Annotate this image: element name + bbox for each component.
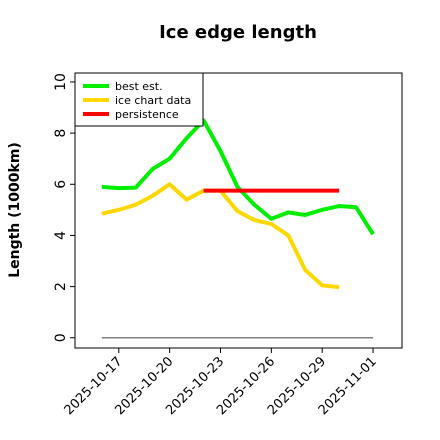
y-tick-label: 8 — [53, 129, 69, 138]
y-axis-label: Length (1000km) — [7, 142, 23, 278]
legend-label: best est. — [115, 80, 163, 93]
y-tick-label: 2 — [53, 282, 69, 291]
y-tick-label: 4 — [53, 231, 69, 240]
legend-label: ice chart data — [115, 94, 191, 107]
series-line — [101, 118, 375, 236]
legend-label: persistence — [115, 108, 179, 121]
series-line — [101, 182, 340, 290]
y-tick-label: 0 — [53, 333, 69, 342]
chart-title: Ice edge length — [159, 22, 317, 43]
plot-frame — [74, 72, 403, 349]
y-tick-label: 6 — [53, 180, 69, 189]
y-tick-label: 10 — [53, 73, 69, 91]
